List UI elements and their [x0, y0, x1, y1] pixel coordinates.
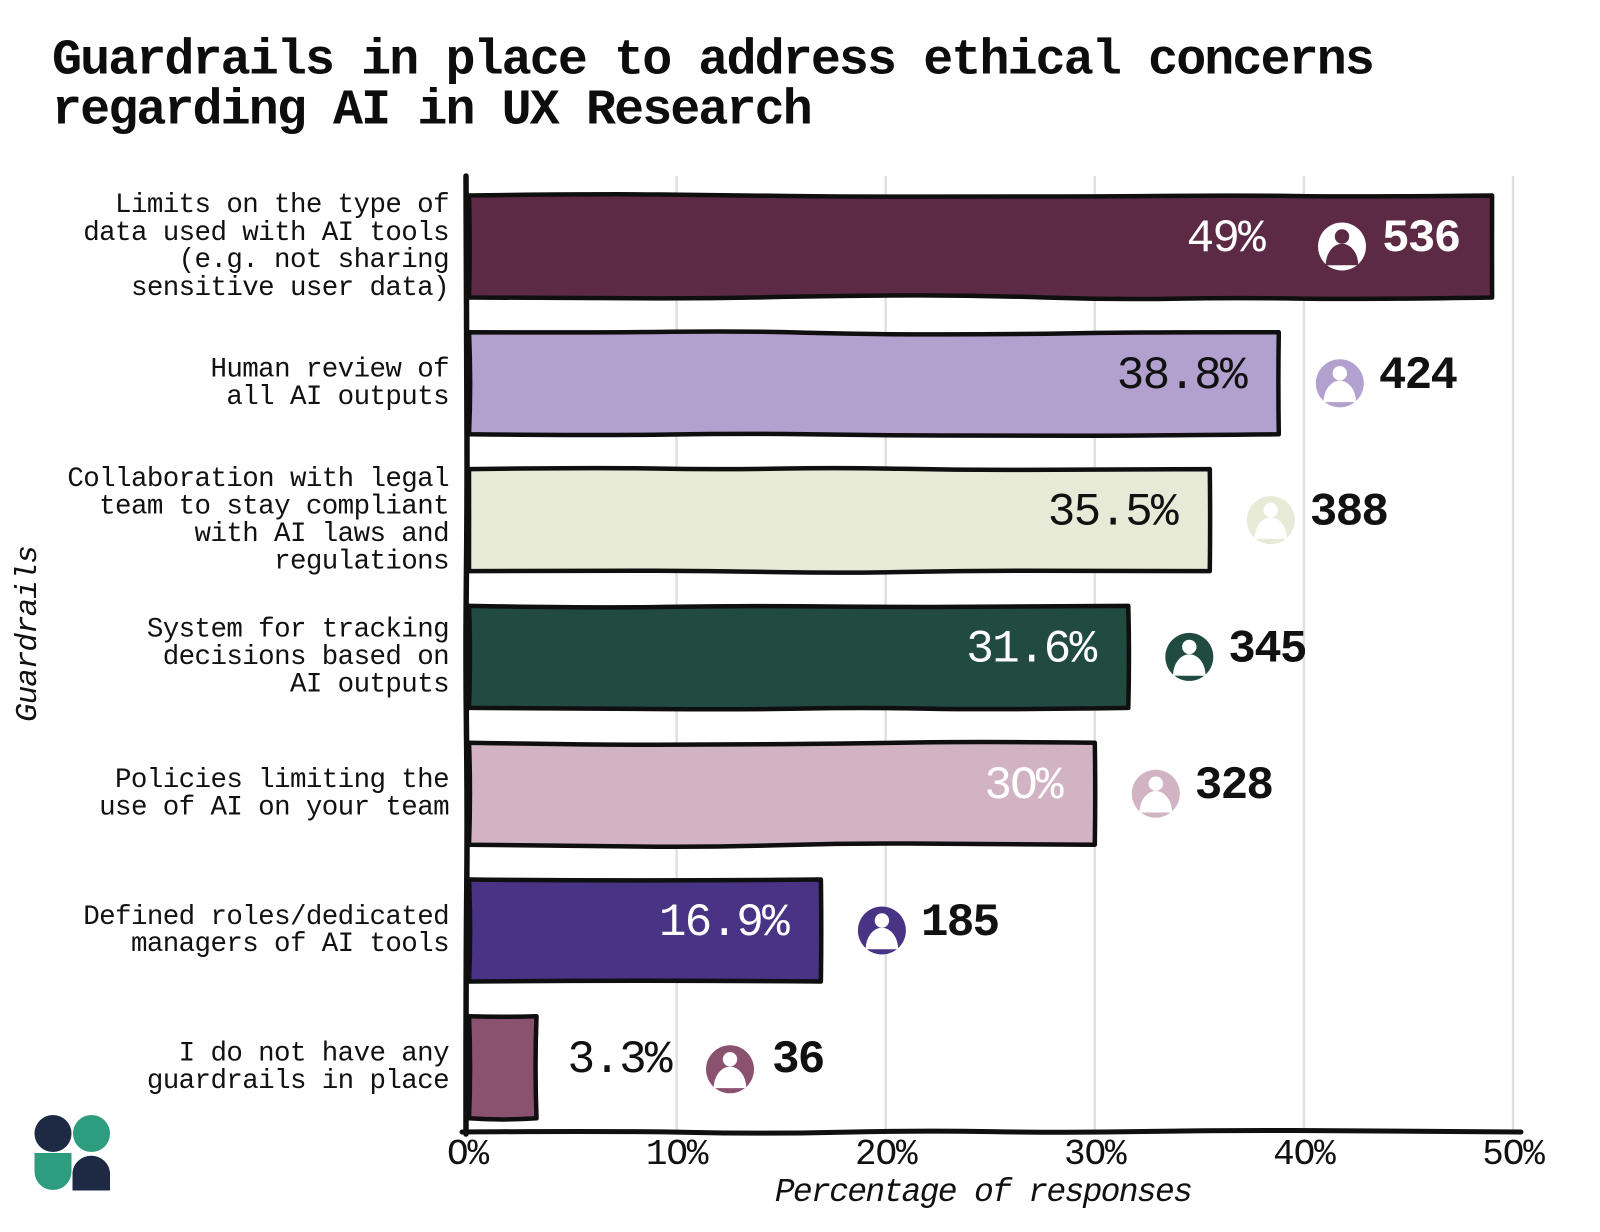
- svg-text:388: 388: [1310, 487, 1388, 539]
- svg-text:345: 345: [1228, 623, 1306, 675]
- svg-text:Defined roles/dedicated: Defined roles/dedicated: [83, 902, 449, 933]
- svg-text:3O%: 3O%: [1064, 1134, 1127, 1175]
- svg-text:System for tracking: System for tracking: [147, 614, 449, 645]
- svg-text:use of AI on your team: use of AI on your team: [99, 793, 449, 824]
- svg-text:49%: 49%: [1187, 213, 1267, 265]
- svg-text:31.6%: 31.6%: [966, 623, 1097, 675]
- svg-text:(e.g. not sharing: (e.g. not sharing: [179, 245, 449, 276]
- svg-text:185: 185: [921, 897, 999, 949]
- svg-text:data used with AI tools: data used with AI tools: [83, 218, 449, 249]
- svg-text:guardrails in place: guardrails in place: [147, 1066, 449, 1097]
- svg-text:Limits on the type of: Limits on the type of: [115, 190, 449, 221]
- svg-text:Percentage of responses: Percentage of responses: [775, 1174, 1191, 1211]
- svg-text:38.8%: 38.8%: [1117, 350, 1248, 402]
- svg-text:536: 536: [1382, 213, 1460, 265]
- svg-text:Guardrails: Guardrails: [11, 546, 46, 722]
- svg-text:sensitive user data): sensitive user data): [131, 273, 449, 304]
- svg-text:O%: O%: [447, 1134, 490, 1175]
- svg-text:Human review of: Human review of: [210, 355, 449, 386]
- svg-text:2O%: 2O%: [855, 1134, 918, 1175]
- svg-text:regulations: regulations: [274, 546, 449, 577]
- svg-text:5O%: 5O%: [1482, 1134, 1545, 1175]
- svg-text:decisions based on: decisions based on: [163, 642, 449, 673]
- svg-text:3O%: 3O%: [984, 760, 1064, 812]
- svg-text:regarding AI in UX Research: regarding AI in UX Research: [52, 83, 811, 140]
- svg-text:36: 36: [772, 1034, 824, 1086]
- svg-text:3.3%: 3.3%: [568, 1034, 673, 1086]
- svg-text:424: 424: [1379, 350, 1458, 402]
- svg-text:4O%: 4O%: [1273, 1134, 1336, 1175]
- svg-text:35.5%: 35.5%: [1048, 487, 1179, 539]
- svg-text:AI outputs: AI outputs: [290, 669, 449, 700]
- svg-text:all AI outputs: all AI outputs: [226, 382, 449, 413]
- svg-text:team to stay compliant: team to stay compliant: [99, 491, 449, 522]
- svg-text:16.9%: 16.9%: [659, 897, 790, 949]
- svg-text:with AI laws and: with AI laws and: [195, 519, 449, 550]
- svg-text:Policies limiting the: Policies limiting the: [115, 765, 449, 796]
- svg-text:managers of AI tools: managers of AI tools: [131, 929, 449, 960]
- svg-text:1O%: 1O%: [646, 1134, 709, 1175]
- svg-text:Collaboration with legal: Collaboration with legal: [67, 464, 449, 495]
- svg-text:328: 328: [1195, 760, 1273, 812]
- svg-text:Guardrails in place to address: Guardrails in place to address ethical c…: [52, 33, 1373, 90]
- svg-text:I do not have any: I do not have any: [179, 1039, 449, 1070]
